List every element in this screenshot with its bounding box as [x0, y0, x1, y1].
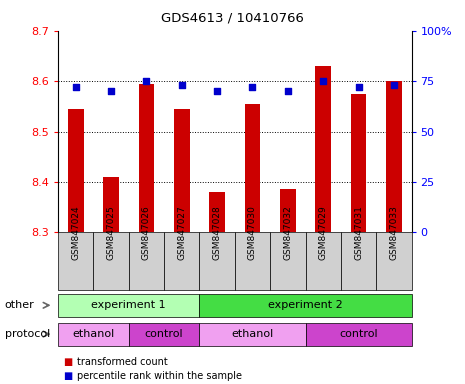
- Bar: [129, 232, 164, 290]
- Text: percentile rank within the sample: percentile rank within the sample: [77, 371, 242, 381]
- Text: other: other: [5, 300, 34, 310]
- Bar: [306, 232, 341, 290]
- Text: transformed count: transformed count: [77, 357, 167, 367]
- Bar: [199, 294, 412, 317]
- Bar: [93, 232, 129, 290]
- Point: [213, 88, 221, 94]
- Point: [72, 84, 80, 90]
- Bar: [139, 84, 154, 232]
- Point: [178, 82, 186, 88]
- Text: ethanol: ethanol: [232, 329, 273, 339]
- Bar: [235, 232, 270, 290]
- Point: [390, 82, 398, 88]
- Text: experiment 1: experiment 1: [92, 300, 166, 310]
- Text: GSM847031: GSM847031: [354, 205, 363, 260]
- Text: GSM847025: GSM847025: [106, 205, 116, 260]
- Text: GSM847026: GSM847026: [142, 205, 151, 260]
- Point: [249, 84, 256, 90]
- Text: GSM847032: GSM847032: [283, 205, 292, 260]
- Bar: [280, 189, 296, 232]
- Text: GDS4613 / 10410766: GDS4613 / 10410766: [161, 12, 304, 25]
- Text: protocol: protocol: [5, 329, 50, 339]
- Bar: [209, 192, 225, 232]
- Point: [319, 78, 327, 84]
- Bar: [376, 232, 412, 290]
- Text: control: control: [145, 329, 184, 339]
- Text: experiment 2: experiment 2: [268, 300, 343, 310]
- Bar: [341, 232, 376, 290]
- Bar: [351, 94, 366, 232]
- Point: [143, 78, 150, 84]
- Bar: [245, 104, 260, 232]
- Text: GSM847028: GSM847028: [213, 205, 222, 260]
- Bar: [315, 66, 331, 232]
- Bar: [199, 323, 306, 346]
- Bar: [103, 177, 119, 232]
- Bar: [199, 232, 235, 290]
- Bar: [174, 109, 190, 232]
- Bar: [68, 109, 84, 232]
- Text: GSM847030: GSM847030: [248, 205, 257, 260]
- Point: [107, 88, 115, 94]
- Bar: [270, 232, 306, 290]
- Bar: [129, 323, 199, 346]
- Text: GSM847033: GSM847033: [389, 205, 399, 260]
- Bar: [306, 323, 412, 346]
- Point: [284, 88, 292, 94]
- Bar: [164, 232, 199, 290]
- Text: ethanol: ethanol: [73, 329, 114, 339]
- Text: control: control: [339, 329, 378, 339]
- Point: [355, 84, 362, 90]
- Bar: [386, 81, 402, 232]
- Text: GSM847024: GSM847024: [71, 205, 80, 260]
- Bar: [58, 323, 129, 346]
- Text: GSM847027: GSM847027: [177, 205, 186, 260]
- Text: ■: ■: [63, 371, 72, 381]
- Text: GSM847029: GSM847029: [319, 205, 328, 260]
- Bar: [58, 232, 93, 290]
- Text: ■: ■: [63, 357, 72, 367]
- Bar: [58, 294, 199, 317]
